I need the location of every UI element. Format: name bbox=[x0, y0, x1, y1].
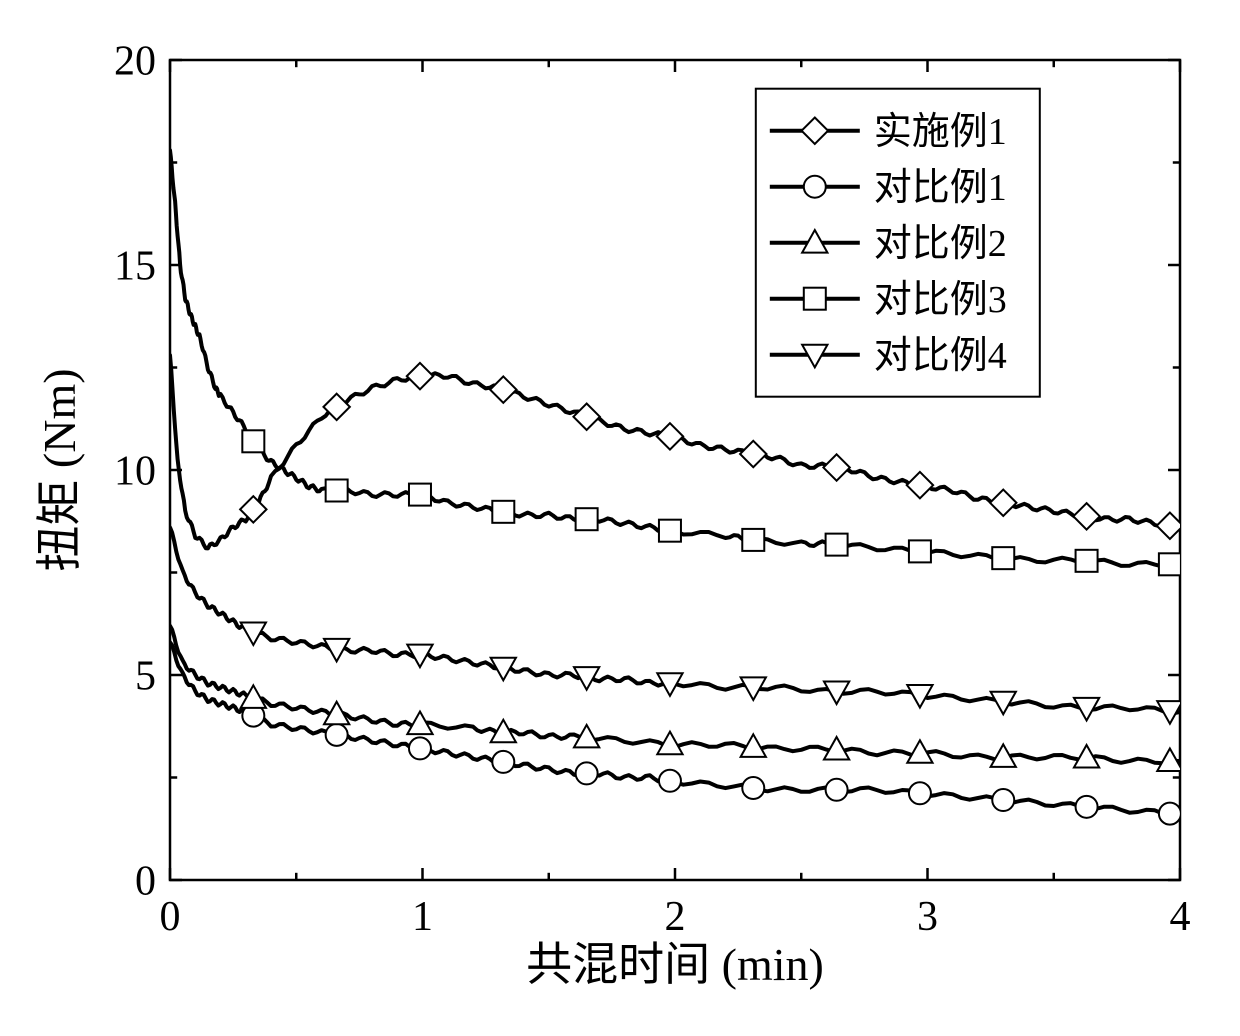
svg-text:实施例1: 实施例1 bbox=[874, 111, 1007, 153]
svg-text:0: 0 bbox=[135, 859, 156, 905]
svg-text:对比例3: 对比例3 bbox=[874, 279, 1007, 321]
svg-text:2: 2 bbox=[665, 894, 686, 940]
svg-text:15: 15 bbox=[114, 244, 156, 290]
svg-text:扭矩 (Nm): 扭矩 (Nm) bbox=[34, 368, 85, 571]
svg-text:0: 0 bbox=[160, 894, 181, 940]
svg-text:共混时间 (min): 共混时间 (min) bbox=[526, 939, 824, 990]
svg-text:4: 4 bbox=[1170, 894, 1191, 940]
svg-text:5: 5 bbox=[135, 654, 156, 700]
torque-chart: 0 1 2 3 4 0 5 10 15 20 共混时间 (min) 扭矩 (Nm) 实施例1 对比例1 对比… bbox=[20, 20, 1220, 1016]
svg-text:3: 3 bbox=[917, 894, 938, 940]
svg-text:对比例1: 对比例1 bbox=[874, 167, 1007, 209]
svg-text:对比例2: 对比例2 bbox=[874, 223, 1007, 265]
svg-text:10: 10 bbox=[114, 449, 156, 495]
chart-svg: 0 1 2 3 4 0 5 10 15 20 共混时间 (min) 扭矩 (Nm) 实施例1 对比例1 对比… bbox=[20, 20, 1220, 1016]
svg-text:对比例4: 对比例4 bbox=[874, 335, 1007, 377]
svg-text:20: 20 bbox=[114, 39, 156, 85]
svg-text:1: 1 bbox=[412, 894, 433, 940]
